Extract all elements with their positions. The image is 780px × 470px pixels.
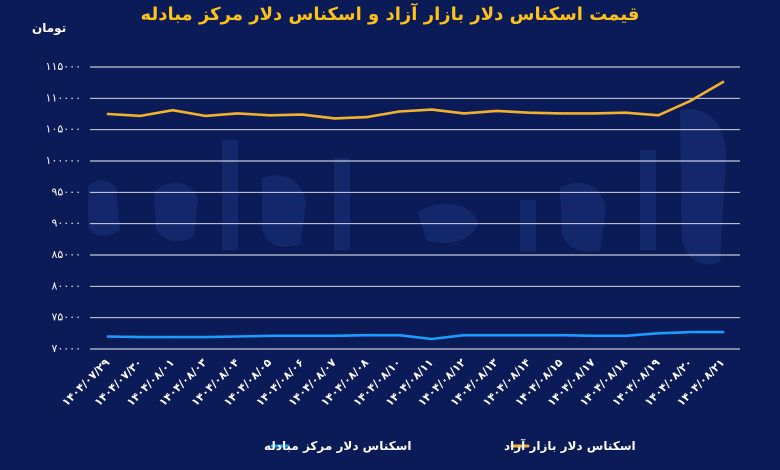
data-point	[171, 335, 174, 339]
y-tick-label: ۹۵۰۰۰	[51, 185, 81, 198]
legend-item-open-market: اسکناس دلار بازار آزاد	[504, 438, 636, 453]
data-point	[624, 111, 628, 114]
data-point	[333, 334, 336, 338]
watermark-logo	[88, 109, 727, 265]
legend-label: اسکناس دلار بازار آزاد	[504, 438, 636, 453]
y-tick-label: ۱۱۵۰۰۰	[46, 60, 81, 73]
data-point	[106, 112, 110, 116]
y-tick-label: ۸۵۰۰۰	[51, 248, 81, 261]
data-point	[139, 335, 142, 339]
data-point	[268, 334, 272, 338]
data-point	[398, 110, 401, 113]
data-point	[689, 330, 692, 334]
y-tick-label: ۱۱۰۰۰۰	[46, 91, 81, 104]
series-line-exchange-center	[106, 330, 725, 341]
data-point	[333, 117, 336, 120]
legend-label: اسکناس دلار مرکز مبادله	[264, 439, 412, 453]
grid-layer	[90, 66, 740, 350]
data-point	[462, 334, 466, 337]
data-point	[268, 114, 272, 117]
chart-title: قیمت اسکناس دلار بازار آزاد و اسکناس دلا…	[140, 4, 640, 25]
data-point	[592, 112, 595, 115]
x-axis: ۱۴۰۴/۰۷/۲۹۱۴۰۴/۰۷/۳۰۱۴۰۴/۰۸/۰۱۱۴۰۴/۰۸/۰۳…	[59, 356, 727, 409]
data-point	[689, 99, 692, 103]
data-point	[592, 334, 595, 338]
data-point	[721, 330, 725, 334]
data-point	[559, 334, 563, 337]
y-tick-label: ۷۵۰۰۰	[51, 311, 81, 324]
data-point	[398, 334, 401, 337]
data-point	[301, 113, 304, 116]
data-point	[495, 109, 498, 113]
data-point	[171, 109, 174, 112]
legend: اسکناس دلار بازار آزاد اسکناس دلار مرکز م…	[264, 438, 636, 453]
data-point	[430, 337, 433, 341]
series-layer	[106, 80, 725, 341]
data-point	[365, 334, 369, 337]
data-point	[236, 335, 239, 338]
y-tick-label: ۸۰۰۰۰	[51, 279, 81, 292]
data-point	[462, 112, 466, 115]
data-point	[527, 111, 530, 114]
data-point	[657, 114, 660, 117]
data-point	[624, 334, 628, 338]
data-point	[495, 334, 498, 337]
y-tick-label: ۹۰۰۰۰	[51, 217, 81, 230]
data-point	[203, 114, 207, 118]
data-point	[203, 335, 207, 339]
series-line-open-market	[106, 80, 725, 120]
data-point	[430, 108, 433, 111]
y-tick-label: ۱۰۰۰۰۰	[46, 154, 81, 167]
data-point	[559, 112, 563, 115]
data-point	[301, 334, 304, 338]
y-unit-label: تومان	[32, 21, 67, 35]
legend-item-exchange-center: اسکناس دلار مرکز مبادله	[264, 439, 412, 453]
data-point	[139, 114, 142, 118]
data-point	[657, 332, 660, 335]
data-point	[365, 115, 369, 119]
data-point	[721, 80, 725, 84]
data-point	[527, 334, 530, 337]
y-tick-label: ۷۰۰۰۰	[51, 342, 81, 355]
data-point	[236, 112, 239, 115]
data-point	[106, 335, 110, 338]
y-tick-label: ۱۰۵۰۰۰	[46, 123, 81, 136]
y-axis: ۷۰۰۰۰ ۷۵۰۰۰ ۸۰۰۰۰ ۸۵۰۰۰ ۹۰۰۰۰ ۹۵۰۰۰ ۱۰۰۰۰۰ ۱۰۵۰…	[46, 60, 81, 355]
